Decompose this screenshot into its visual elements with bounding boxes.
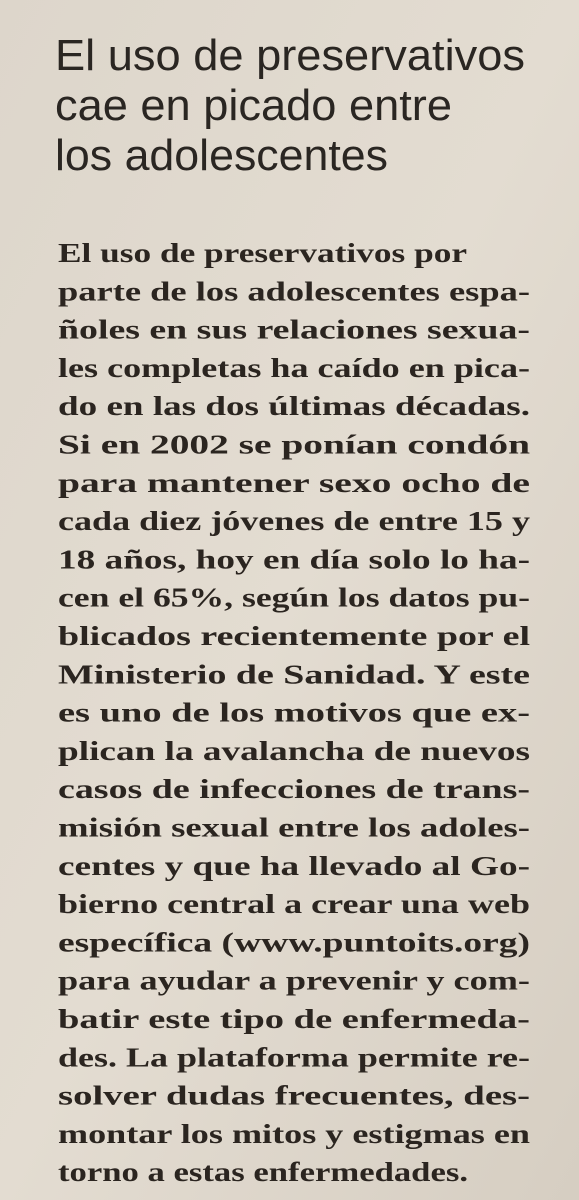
body-line: cen el 65%, según los datos pu- xyxy=(58,583,530,613)
body-line: centes y que ha llevado al Go- xyxy=(58,851,530,881)
body-line: parte de los adolescentes espa- xyxy=(58,276,530,306)
headline-line: los adolescentes xyxy=(55,131,388,180)
body-line: bierno central a crear una web xyxy=(58,889,530,919)
body-line: para ayudar a prevenir y com- xyxy=(58,966,530,996)
body-line: ñoles en sus relaciones sexua- xyxy=(58,315,530,345)
body-line: plican la avalancha de nuevos xyxy=(58,736,530,766)
body-line: misión sexual entre los adoles- xyxy=(58,813,530,843)
headline-line: cae en picado entre xyxy=(55,81,452,130)
body-line: casos de infecciones de trans- xyxy=(58,774,530,804)
body-line: des. La plataforma permite re- xyxy=(58,1042,530,1072)
body-line: El uso de preservativos por xyxy=(58,238,467,268)
body-line: Si en 2002 se ponían condón xyxy=(58,430,530,460)
body-line: Ministerio de Sanidad. Y este xyxy=(58,659,530,689)
body-line: solver dudas frecuentes, des- xyxy=(58,1081,530,1111)
body-line: batir este tipo de enfermeda- xyxy=(58,1004,530,1034)
body-line: para mantener sexo ocho de xyxy=(58,468,530,498)
body-line: 18 años, hoy en día solo lo ha- xyxy=(58,544,530,574)
body-line: cada diez jóvenes de entre 15 y xyxy=(58,506,531,536)
body-line: les completas ha caído en pica- xyxy=(58,353,530,383)
body-line: montar los mitos y estigmas en xyxy=(58,1119,530,1149)
body-line: es uno de los motivos que ex- xyxy=(58,698,530,728)
article-body: El uso de preservativos por parte de los … xyxy=(58,238,531,1187)
body-line: blicados recientemente por el xyxy=(58,621,531,651)
headline-line: El uso de preservativos xyxy=(55,31,525,80)
body-line: torno a estas enfermedades. xyxy=(58,1157,468,1187)
body-line: do en las dos últimas décadas. xyxy=(58,391,530,421)
body-line: específica (www.puntoits.org) xyxy=(58,927,530,957)
